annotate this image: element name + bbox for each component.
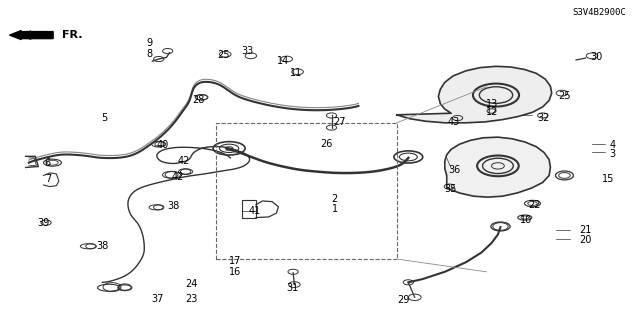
Text: 42: 42	[172, 172, 184, 182]
Text: 16: 16	[229, 267, 241, 277]
Text: 7: 7	[45, 174, 51, 184]
Text: 38: 38	[96, 241, 108, 251]
Text: 4: 4	[609, 140, 616, 150]
Text: 41: 41	[248, 206, 260, 216]
Text: 11: 11	[290, 68, 302, 78]
Text: 42: 42	[178, 156, 190, 166]
Text: 10: 10	[520, 215, 532, 225]
Text: 9: 9	[147, 38, 153, 48]
Text: 25: 25	[558, 91, 571, 101]
FancyArrow shape	[10, 31, 53, 40]
Text: 5: 5	[101, 113, 108, 123]
Text: 32: 32	[538, 113, 550, 123]
Text: 37: 37	[152, 294, 164, 304]
Text: 27: 27	[333, 117, 346, 127]
Text: FR.: FR.	[62, 30, 83, 40]
Text: 28: 28	[192, 94, 204, 105]
Polygon shape	[397, 66, 552, 123]
Polygon shape	[445, 137, 550, 197]
Text: 23: 23	[186, 294, 198, 304]
Text: 20: 20	[579, 235, 591, 245]
Text: 25: 25	[218, 50, 230, 60]
Bar	[216, 123, 397, 259]
Text: 6: 6	[45, 158, 51, 168]
Text: 29: 29	[397, 295, 409, 306]
Text: 26: 26	[320, 139, 332, 149]
Text: 36: 36	[448, 165, 460, 175]
Text: 22: 22	[528, 200, 541, 210]
Text: 1: 1	[332, 204, 338, 214]
Text: 33: 33	[241, 46, 253, 56]
Bar	[242, 200, 256, 218]
Text: 30: 30	[590, 52, 602, 63]
Text: 31: 31	[287, 283, 299, 293]
Text: 12: 12	[486, 107, 499, 117]
Text: 43: 43	[448, 117, 460, 127]
Text: 2: 2	[332, 194, 338, 204]
Text: 38: 38	[168, 201, 180, 211]
Text: 39: 39	[37, 218, 49, 228]
Text: 17: 17	[229, 256, 241, 266]
Text: 35: 35	[445, 184, 457, 194]
Text: 15: 15	[602, 174, 614, 184]
Text: 14: 14	[276, 56, 289, 66]
Text: 40: 40	[157, 140, 169, 150]
Text: 8: 8	[147, 49, 153, 59]
Text: 24: 24	[186, 279, 198, 289]
Text: 21: 21	[579, 225, 591, 235]
Text: S3V4B2900C: S3V4B2900C	[572, 8, 626, 17]
Text: 3: 3	[609, 149, 616, 159]
Text: 13: 13	[486, 99, 499, 109]
